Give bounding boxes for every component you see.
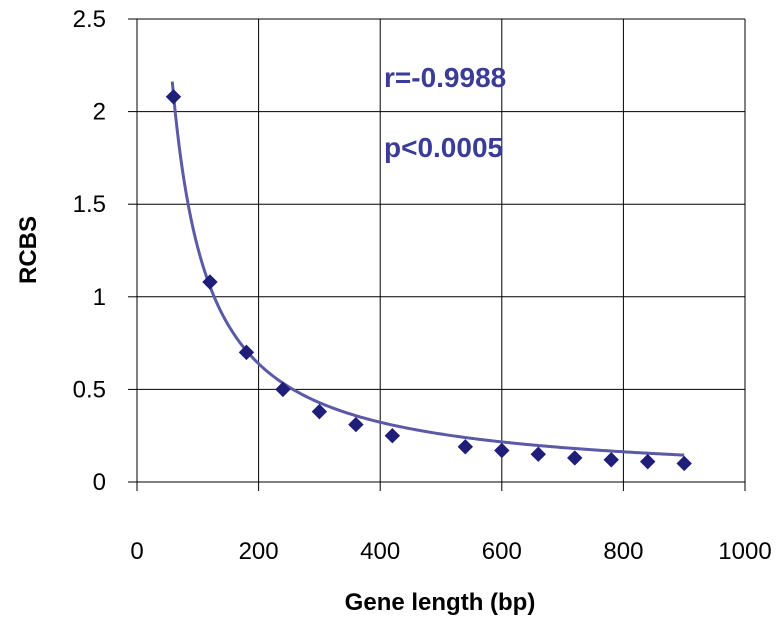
data-markers [165,89,692,472]
y-tick-label-2.5: 2.5 [73,6,106,33]
data-point-12 [640,453,656,470]
x-tick-label-600: 600 [482,538,522,565]
data-point-2 [238,344,255,361]
y-tick-label-0.5: 0.5 [73,376,106,403]
axes [128,18,746,491]
correlation-annotation: r=-0.9988 [384,62,506,93]
p-value-annotation: p<0.0005 [384,132,503,163]
x-tick-label-200: 200 [239,538,279,565]
data-point-13 [676,455,692,472]
y-axis-title: RCBS [15,216,42,284]
power-trendline [170,81,685,457]
x-tick-label-800: 800 [603,538,643,565]
data-point-9 [530,446,546,462]
data-point-1 [202,274,218,290]
y-tick-label-1.5: 1.5 [73,191,106,218]
x-tick-label-1000: 1000 [718,538,771,565]
x-tick-label-400: 400 [360,538,400,565]
tick-labels: 0 200 400 600 800 1000 0 0.5 1 1.5 2 2.5 [73,6,772,565]
data-point-3 [275,381,291,398]
data-point-4 [311,403,328,420]
data-point-10 [567,450,583,466]
data-point-6 [384,427,401,444]
data-point-7 [457,439,474,455]
x-tick-label-0: 0 [130,538,143,565]
data-point-5 [348,416,364,433]
trendline-layer [170,81,685,457]
x-axis-title: Gene length (bp) [345,589,536,616]
y-tick-label-2: 2 [93,99,106,126]
data-point-8 [494,442,510,459]
data-point-0 [165,89,182,105]
y-tick-label-1: 1 [93,284,106,311]
data-point-11 [603,452,619,468]
y-tick-label-0: 0 [93,469,106,496]
